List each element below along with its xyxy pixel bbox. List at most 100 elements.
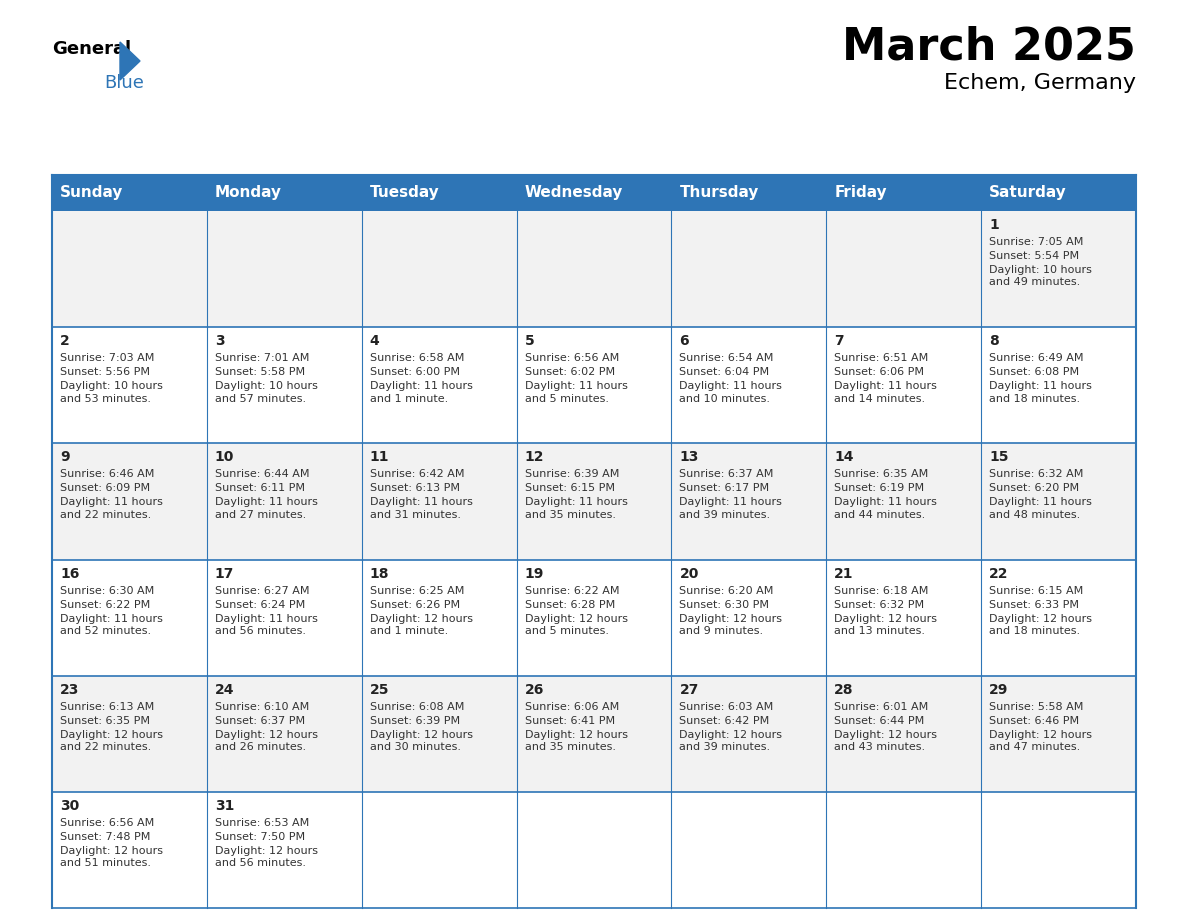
Text: Sunrise: 6:49 AM: Sunrise: 6:49 AM [990,353,1083,364]
Text: Sunrise: 6:37 AM: Sunrise: 6:37 AM [680,469,773,479]
Text: Sunset: 6:02 PM: Sunset: 6:02 PM [525,367,614,377]
Text: Sunrise: 6:30 AM: Sunrise: 6:30 AM [61,586,154,596]
Text: Sunset: 6:35 PM: Sunset: 6:35 PM [61,716,150,725]
Text: Sunrise: 6:58 AM: Sunrise: 6:58 AM [369,353,465,364]
Text: Daylight: 12 hours
and 18 minutes.: Daylight: 12 hours and 18 minutes. [990,613,1092,636]
Text: Daylight: 12 hours
and 5 minutes.: Daylight: 12 hours and 5 minutes. [525,613,627,636]
Text: 24: 24 [215,683,234,697]
Text: Sunrise: 7:03 AM: Sunrise: 7:03 AM [61,353,154,364]
Text: 26: 26 [525,683,544,697]
Text: Sunset: 6:32 PM: Sunset: 6:32 PM [834,599,924,610]
Bar [671,175,827,211]
Text: Sunset: 6:08 PM: Sunset: 6:08 PM [990,367,1079,377]
Text: Sunset: 7:50 PM: Sunset: 7:50 PM [215,832,305,842]
Text: Daylight: 11 hours
and 52 minutes.: Daylight: 11 hours and 52 minutes. [61,613,163,636]
Text: Sunset: 6:30 PM: Sunset: 6:30 PM [680,599,770,610]
Bar [52,175,207,211]
Bar [52,792,1136,908]
Text: 12: 12 [525,451,544,465]
Text: 18: 18 [369,566,390,580]
Text: Sunrise: 7:05 AM: Sunrise: 7:05 AM [990,237,1083,247]
Text: Sunset: 6:00 PM: Sunset: 6:00 PM [369,367,460,377]
Text: Sunset: 6:13 PM: Sunset: 6:13 PM [369,484,460,493]
Text: Sunrise: 6:06 AM: Sunrise: 6:06 AM [525,701,619,711]
Text: Sunset: 6:24 PM: Sunset: 6:24 PM [215,599,305,610]
Text: Daylight: 12 hours
and 26 minutes.: Daylight: 12 hours and 26 minutes. [215,730,318,752]
Text: Saturday: Saturday [990,185,1067,200]
Polygon shape [120,42,140,80]
Text: Sunrise: 6:18 AM: Sunrise: 6:18 AM [834,586,929,596]
Text: 28: 28 [834,683,854,697]
Text: Sunrise: 6:32 AM: Sunrise: 6:32 AM [990,469,1083,479]
Text: Daylight: 11 hours
and 48 minutes.: Daylight: 11 hours and 48 minutes. [990,498,1092,520]
Text: Sunrise: 6:39 AM: Sunrise: 6:39 AM [525,469,619,479]
Text: Sunrise: 6:22 AM: Sunrise: 6:22 AM [525,586,619,596]
Text: Daylight: 11 hours
and 18 minutes.: Daylight: 11 hours and 18 minutes. [990,381,1092,404]
Text: 8: 8 [990,334,999,348]
Text: Sunrise: 5:58 AM: Sunrise: 5:58 AM [990,701,1083,711]
Text: Sunset: 6:28 PM: Sunset: 6:28 PM [525,599,615,610]
Text: 3: 3 [215,334,225,348]
Text: Daylight: 12 hours
and 9 minutes.: Daylight: 12 hours and 9 minutes. [680,613,783,636]
Text: Sunrise: 6:46 AM: Sunrise: 6:46 AM [61,469,154,479]
Text: Sunset: 6:06 PM: Sunset: 6:06 PM [834,367,924,377]
Text: Sunrise: 6:13 AM: Sunrise: 6:13 AM [61,701,154,711]
Text: General: General [52,40,131,58]
Text: 19: 19 [525,566,544,580]
Text: Daylight: 12 hours
and 30 minutes.: Daylight: 12 hours and 30 minutes. [369,730,473,752]
Text: Sunset: 5:56 PM: Sunset: 5:56 PM [61,367,150,377]
Text: Daylight: 12 hours
and 22 minutes.: Daylight: 12 hours and 22 minutes. [61,730,163,752]
Text: Thursday: Thursday [680,185,759,200]
Text: Daylight: 11 hours
and 22 minutes.: Daylight: 11 hours and 22 minutes. [61,498,163,520]
Text: Sunset: 6:41 PM: Sunset: 6:41 PM [525,716,614,725]
Text: 13: 13 [680,451,699,465]
Bar [207,175,361,211]
Bar [52,443,1136,559]
Text: Sunrise: 6:54 AM: Sunrise: 6:54 AM [680,353,773,364]
Text: 1: 1 [990,218,999,232]
Text: Daylight: 11 hours
and 44 minutes.: Daylight: 11 hours and 44 minutes. [834,498,937,520]
Text: Blue: Blue [105,74,144,92]
Text: Sunrise: 6:10 AM: Sunrise: 6:10 AM [215,701,309,711]
Text: 4: 4 [369,334,379,348]
Bar [517,175,671,211]
Text: March 2025: March 2025 [842,25,1136,68]
Text: Daylight: 11 hours
and 27 minutes.: Daylight: 11 hours and 27 minutes. [215,498,317,520]
Text: Sunrise: 6:01 AM: Sunrise: 6:01 AM [834,701,929,711]
Text: Sunset: 6:15 PM: Sunset: 6:15 PM [525,484,614,493]
Text: 2: 2 [61,334,70,348]
Text: Sunset: 6:44 PM: Sunset: 6:44 PM [834,716,924,725]
Text: 14: 14 [834,451,854,465]
Text: Daylight: 11 hours
and 56 minutes.: Daylight: 11 hours and 56 minutes. [215,613,317,636]
Text: Sunset: 6:20 PM: Sunset: 6:20 PM [990,484,1079,493]
Text: 20: 20 [680,566,699,580]
Text: Sunrise: 6:35 AM: Sunrise: 6:35 AM [834,469,929,479]
Bar [361,175,517,211]
Text: Sunset: 6:09 PM: Sunset: 6:09 PM [61,484,150,493]
Text: Daylight: 11 hours
and 1 minute.: Daylight: 11 hours and 1 minute. [369,381,473,404]
Text: Daylight: 11 hours
and 31 minutes.: Daylight: 11 hours and 31 minutes. [369,498,473,520]
Text: Daylight: 12 hours
and 56 minutes.: Daylight: 12 hours and 56 minutes. [215,845,318,868]
Text: Sunset: 5:54 PM: Sunset: 5:54 PM [990,251,1079,261]
Text: Daylight: 10 hours
and 53 minutes.: Daylight: 10 hours and 53 minutes. [61,381,163,404]
Text: Daylight: 10 hours
and 49 minutes.: Daylight: 10 hours and 49 minutes. [990,265,1092,287]
Text: Sunset: 6:42 PM: Sunset: 6:42 PM [680,716,770,725]
Text: Daylight: 11 hours
and 5 minutes.: Daylight: 11 hours and 5 minutes. [525,381,627,404]
Text: Sunset: 6:37 PM: Sunset: 6:37 PM [215,716,305,725]
Text: Tuesday: Tuesday [369,185,440,200]
Text: Daylight: 12 hours
and 1 minute.: Daylight: 12 hours and 1 minute. [369,613,473,636]
Text: Sunday: Sunday [61,185,124,200]
Bar [52,676,1136,792]
Text: Friday: Friday [834,185,887,200]
Text: Sunset: 6:33 PM: Sunset: 6:33 PM [990,599,1079,610]
Text: 31: 31 [215,799,234,812]
Text: Sunrise: 6:25 AM: Sunrise: 6:25 AM [369,586,465,596]
Text: Sunrise: 6:08 AM: Sunrise: 6:08 AM [369,701,465,711]
Text: Sunset: 6:26 PM: Sunset: 6:26 PM [369,599,460,610]
Text: Daylight: 12 hours
and 47 minutes.: Daylight: 12 hours and 47 minutes. [990,730,1092,752]
Bar [52,211,1136,327]
Text: 29: 29 [990,683,1009,697]
Bar [52,327,1136,443]
Text: 23: 23 [61,683,80,697]
Text: 30: 30 [61,799,80,812]
